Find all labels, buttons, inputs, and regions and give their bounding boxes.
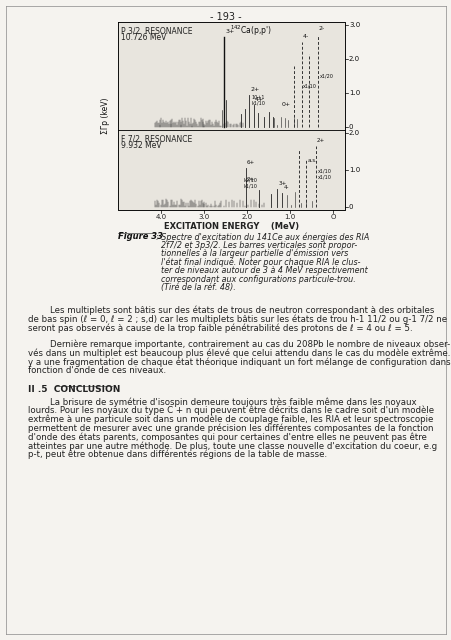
Text: d'onde des états parents, composantes qui pour certaines d'entre elles ne peuven: d'onde des états parents, composantes qu… [28,432,426,442]
Text: $^{142}$Ca(p,p'): $^{142}$Ca(p,p') [230,24,272,38]
Text: II .5  CONCLUSION: II .5 CONCLUSION [28,385,120,394]
Text: 3.0: 3.0 [198,214,210,220]
Text: O: O [330,214,335,220]
Text: 6+: 6+ [246,160,255,165]
Text: 2f7/2 et 3p3/2. Les barres verticales sont propor-: 2f7/2 et 3p3/2. Les barres verticales so… [156,241,356,250]
Text: y a une fragmentation de chaque état théorique indiquant un fort mélange de conf: y a une fragmentation de chaque état thé… [28,358,451,367]
Text: 4+: 4+ [254,97,263,102]
Text: 0: 0 [348,204,353,210]
Bar [118,130,344,210]
Text: 1.0: 1.0 [348,167,359,173]
Bar [118,22,344,130]
Text: x1/10
x1/10: x1/10 x1/10 [317,168,331,179]
Text: Les multiplets sont bâtis sur des états de trous de neutron correspondant à des : Les multiplets sont bâtis sur des états … [28,305,433,315]
Text: F 7/2  RESONANCE: F 7/2 RESONANCE [121,134,192,143]
Text: P 3/2  RESONANCE: P 3/2 RESONANCE [121,26,192,35]
Text: vés dans un multiplet est beaucoup plus élevé que celui attendu dans le cas du m: vés dans un multiplet est beaucoup plus … [28,349,451,358]
Text: 4-: 4- [283,185,288,190]
Text: 0: 0 [348,124,353,130]
Text: ΣΓp (keV): ΣΓp (keV) [101,98,110,134]
Text: 3+: 3+ [278,180,286,186]
Text: seront pas observés à cause de la trop faible pénétrabilité des protons de ℓ = 4: seront pas observés à cause de la trop f… [28,323,412,333]
Text: 10.726 MeV: 10.726 MeV [121,33,166,42]
Text: 3.0: 3.0 [348,22,359,28]
Text: extrême à une particule soit dans un modèle de couplage faible, les RIA et leur : extrême à une particule soit dans un mod… [28,415,433,424]
Text: (Tiré de la réf. 48).: (Tiré de la réf. 48). [156,283,235,292]
Text: 4-: 4- [303,34,308,38]
Text: 10+1
k1/10: 10+1 k1/10 [251,95,265,106]
Text: 1.0: 1.0 [348,90,359,96]
Text: p-t, peut être obtenue dans différentes régions de la table de masse.: p-t, peut être obtenue dans différentes … [28,450,327,460]
Text: l'état final indiqué. Noter pour chaque RIA le clus-: l'état final indiqué. Noter pour chaque … [156,257,360,267]
Text: La brisure de symétrie d'isospin demeure toujours très faible même dans les noya: La brisure de symétrie d'isospin demeure… [28,397,416,406]
Text: a.s.: a.s. [307,159,317,163]
Text: tionnelles à la largeur partielle d'émission vers: tionnelles à la largeur partielle d'émis… [156,249,347,259]
Text: 2.0: 2.0 [348,56,359,62]
Text: de bas spin (ℓ = 0, ℓ = 2 ; s,d) car les multiplets bâtis sur les états de trou : de bas spin (ℓ = 0, ℓ = 2 ; s,d) car les… [28,314,446,324]
Text: : Spectre d'excitation du 141Ce aux énergies des RIA: : Spectre d'excitation du 141Ce aux éner… [156,232,368,241]
Text: atteintes par une autre méthode. De plus, toute une classe nouvelle d'excitation: atteintes par une autre méthode. De plus… [28,441,436,451]
Text: lourds. Pour les noyaux du type C + n qui peuvent être décrits dans le cadre soi: lourds. Pour les noyaux du type C + n qu… [28,406,433,415]
Text: 2-: 2- [318,26,325,31]
Text: Dernière remarque importante, contrairement au cas du 208Pb le nombre de niveaux: Dernière remarque importante, contrairem… [28,340,449,349]
Text: Figure 33: Figure 33 [118,232,163,241]
Text: 9.932 MeV: 9.932 MeV [121,141,161,150]
Text: 0+: 0+ [281,102,290,108]
Text: fonction d'onde de ces niveaux.: fonction d'onde de ces niveaux. [28,366,166,375]
Text: 2.0: 2.0 [348,130,359,136]
Text: - 193 -: - 193 - [210,12,241,22]
Text: 2+: 2+ [246,177,255,182]
Text: EXCITATION ENERGY    (MeV): EXCITATION ENERGY (MeV) [164,222,299,231]
Text: 2+: 2+ [250,87,259,92]
Text: x1/20: x1/20 [319,74,333,79]
Text: 3+: 3+ [225,29,234,33]
Text: 4.0: 4.0 [156,214,166,220]
Text: ter de niveaux autour de 3 à 4 MeV respectivement: ter de niveaux autour de 3 à 4 MeV respe… [156,266,367,275]
Text: k2/10
k1/10: k2/10 k1/10 [244,177,257,188]
Text: correspondant aux configurations particule-trou.: correspondant aux configurations particu… [156,275,355,284]
Text: 2+: 2+ [316,138,324,143]
Text: 2.0: 2.0 [241,214,252,220]
Text: permettent de mesurer avec une grande précision les différentes composantes de l: permettent de mesurer avec une grande pr… [28,424,433,433]
Text: 1.0: 1.0 [284,214,295,220]
Text: x1/10: x1/10 [303,84,316,89]
